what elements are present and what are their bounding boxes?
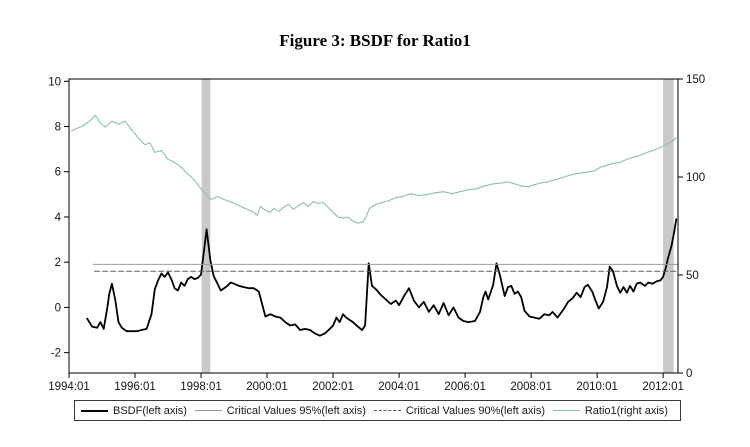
- x-axis-tick-label: 2004:01: [378, 381, 420, 393]
- right-axis-tick-label: 50: [686, 270, 699, 282]
- x-axis-tick-label: 2002:01: [312, 381, 354, 393]
- x-axis-tick-label: 1994:01: [48, 381, 90, 393]
- highlight-band: [663, 79, 674, 373]
- legend-item-bsdf: BSDF(left axis): [81, 405, 187, 417]
- bsdf-line-sample: [81, 409, 108, 412]
- ratio1-line-sample: [552, 410, 580, 411]
- legend-item-cv95: Critical Values 95%(left axis): [194, 404, 366, 417]
- axes: [64, 78, 683, 378]
- series-lines: [71, 114, 679, 337]
- right-axis-tick-label: 150: [686, 74, 705, 86]
- cv90-line-sample: [373, 410, 401, 411]
- left-axis-tick-label: -2: [51, 348, 61, 360]
- left-axis-tick-label: 0: [55, 302, 61, 314]
- left-axis-tick-label: 8: [55, 121, 61, 133]
- left-axis-tick-label: 4: [55, 212, 62, 224]
- x-axis-tick-label: 2008:01: [510, 381, 552, 393]
- x-axis-tick-label: 2006:01: [444, 381, 486, 393]
- right-axis-tick-label: 100: [686, 172, 705, 184]
- x-axis-tick-label: 1996:01: [114, 381, 156, 393]
- x-axis-tick-label: 2012:01: [642, 381, 684, 393]
- legend-label-cv95: Critical Values 95%(left axis): [226, 404, 366, 417]
- x-axis-tick-label: 1998:01: [180, 381, 222, 393]
- plot-border: [68, 78, 679, 374]
- right-axis-tick-label: 0: [686, 368, 692, 380]
- cv95-line-sample: [194, 410, 222, 411]
- figure-title: Figure 3: BSDF for Ratio1: [279, 31, 471, 50]
- legend-item-ratio1: Ratio1(right axis): [552, 404, 668, 417]
- x-axis-tick-label: 2000:01: [246, 381, 288, 393]
- left-axis-tick-label: 2: [55, 257, 61, 269]
- legend-label-bsdf: BSDF(left axis): [113, 404, 187, 417]
- series-line-bsdf: [86, 218, 678, 337]
- left-axis-tick-label: 6: [55, 167, 61, 179]
- legend-item-cv90: Critical Values 90%(left axis): [373, 404, 545, 417]
- shaded-bands: [201, 79, 674, 373]
- series-line-ratio1: [71, 114, 677, 224]
- legend-label-cv90: Critical Values 90%(left axis): [405, 404, 545, 417]
- x-axis-tick-label: 2010:01: [576, 381, 618, 393]
- axis-labels: 10 8 6 4 2 0 -2 150 100 50 0 1994:01 1996:01 1998:01 2…: [48, 74, 705, 393]
- highlight-band: [201, 79, 211, 373]
- left-axis-tick-label: 10: [48, 76, 61, 88]
- chart-legend: BSDF(left axis) Critical Values 95%(left…: [74, 400, 681, 421]
- legend-label-ratio1: Ratio1(right axis): [584, 404, 668, 417]
